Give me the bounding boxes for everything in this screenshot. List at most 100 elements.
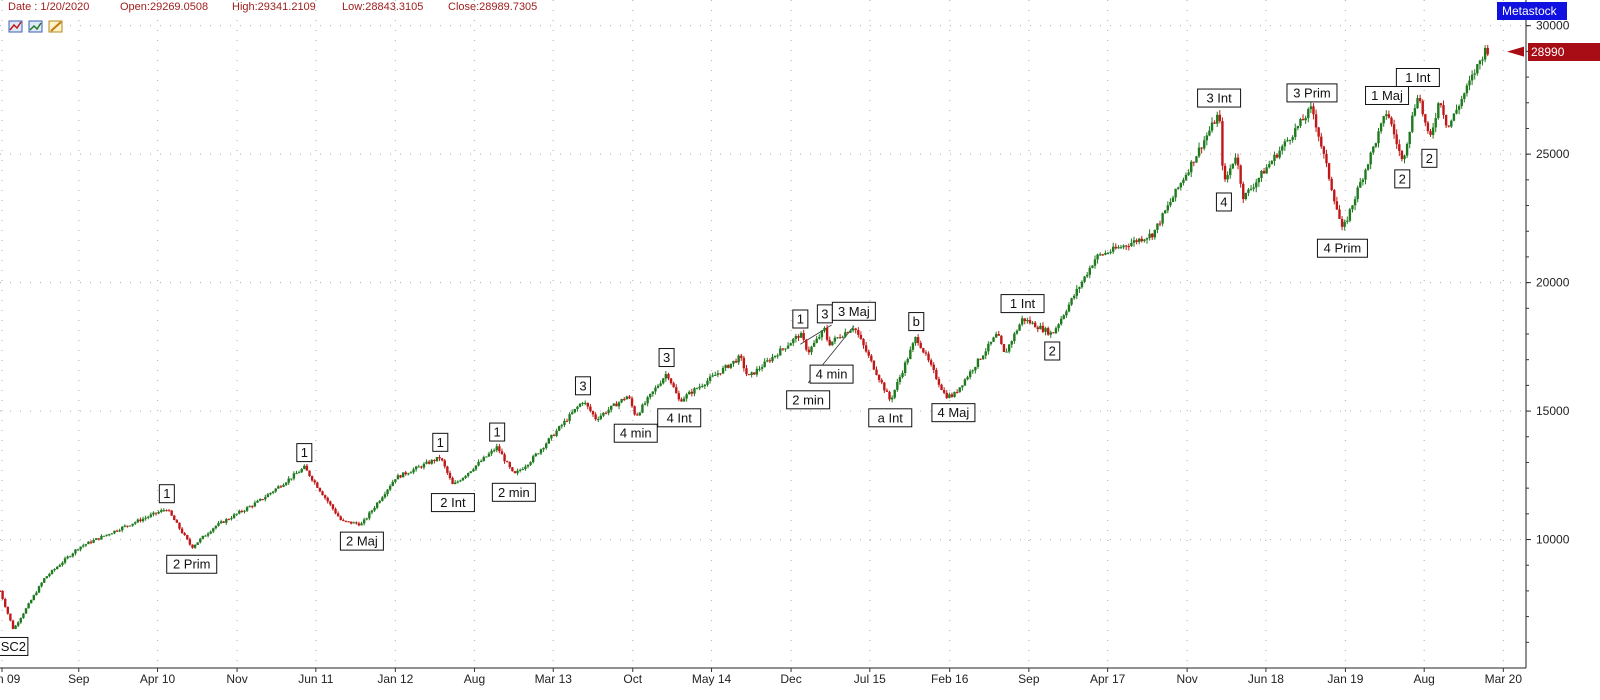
price-bar-body (1223, 165, 1227, 180)
x-axis: n 09 Sep Apr 10 Nov Jun 11 Jan 12 Aug Mar 13 Oct… (0, 668, 1522, 686)
price-bar-body (563, 420, 566, 425)
chart-edit-icon[interactable] (48, 18, 64, 34)
price-bar-body (1390, 117, 1393, 125)
wave-label: 2 (1421, 148, 1438, 168)
price-bar-body (1125, 245, 1128, 247)
price-bar-body (880, 379, 883, 383)
price-bar-body (152, 512, 155, 515)
price-bar-body (1054, 328, 1058, 334)
price-bar-body (482, 457, 485, 461)
price-bar-body (565, 420, 569, 422)
price-bar-body (1244, 192, 1248, 200)
wave-label-box (786, 390, 831, 410)
wave-label: a Int (868, 408, 913, 428)
price-bar-body (586, 402, 590, 407)
price-bar-body (940, 384, 943, 390)
price-bar-body (87, 541, 90, 545)
price-bar-body (472, 469, 475, 472)
wave-label-box (831, 301, 876, 321)
price-bar-body (581, 402, 584, 404)
price-bar-body (763, 361, 766, 368)
price-bar-body (425, 461, 428, 464)
price-bar-body (607, 409, 610, 414)
price-bar-body (555, 430, 558, 436)
price-bar-body (875, 369, 878, 375)
price-bar-body (794, 336, 798, 339)
price-bar-body (909, 349, 912, 360)
price-bar-body (1465, 85, 1469, 94)
wave-label: 2 Maj (339, 531, 384, 551)
wave-label-text: 4 (1220, 194, 1227, 209)
price-bar-body (529, 462, 532, 465)
price-bar-body (591, 411, 595, 415)
price-bar-body (1455, 109, 1458, 114)
x-tick-label: Apr 17 (1090, 672, 1126, 686)
price-bar-body (1463, 93, 1466, 99)
price-bar-body (1343, 221, 1346, 227)
x-tick-label: Jan 19 (1327, 672, 1363, 686)
price-bar-body (610, 405, 613, 410)
price-bar-body (680, 399, 683, 402)
price-bar-body (1385, 114, 1388, 117)
price-bar-body (688, 391, 691, 395)
wave-label-text: 1 (494, 425, 501, 440)
price-bar-body (383, 494, 387, 498)
price-bar-body (477, 461, 480, 466)
price-bar-body (37, 586, 41, 593)
price-bar-body (1351, 205, 1354, 210)
header-low: Low:28843.3105 (342, 1, 424, 13)
wave-label-text: SC2 (1, 639, 26, 654)
price-bar-body (984, 351, 987, 356)
price-bar-body (719, 373, 722, 375)
chart-toolbar (8, 18, 64, 34)
x-tick-label: Feb 16 (931, 672, 969, 686)
price-bar-body (271, 491, 275, 493)
price-bar-body (714, 374, 717, 376)
price-bar-body (1483, 47, 1487, 60)
price-bar-body (526, 464, 530, 467)
price-bar-body (217, 523, 220, 526)
price-bar-body (9, 613, 12, 621)
price-bar-body (102, 535, 106, 537)
price-bar-body (144, 517, 147, 519)
price-bar-body (1208, 130, 1211, 136)
chart-scroll-icon[interactable] (28, 18, 44, 34)
price-bar-body (1117, 247, 1120, 249)
price-bar-body (833, 337, 837, 342)
price-bar-body (230, 518, 233, 520)
price-bar-body (1015, 330, 1019, 334)
price-bar-body (1132, 240, 1136, 243)
price-bar-body (836, 337, 839, 339)
price-bar-body (420, 466, 423, 468)
price-bar-body (409, 472, 413, 474)
price-bar-body (1356, 187, 1359, 200)
wave-annotations: SC2 1 2 Prim 1 2 Maj 1 2 Int 1 2 min 3 4 min 3 4 Int… (0, 67, 1440, 656)
wave-label-text: 4 min (816, 367, 848, 382)
price-bar-body (732, 360, 735, 364)
price-bar-body (17, 622, 20, 626)
price-bar-body (979, 358, 982, 360)
price-bar-body (487, 453, 491, 457)
price-bar-body (1273, 154, 1276, 162)
price-bar-body (43, 578, 46, 583)
wave-label-box (931, 403, 976, 423)
price-bar-body (649, 393, 652, 398)
price-bar-body (659, 383, 662, 386)
price-bar-body (916, 337, 920, 344)
price-bar-body (336, 513, 340, 517)
price-bar-body (932, 364, 935, 370)
wave-label: 1 (432, 432, 449, 452)
price-bar-body (235, 513, 238, 515)
price-bar-body (284, 482, 288, 485)
wave-label-text: 3 Int (1206, 91, 1232, 106)
price-bar-body (264, 497, 267, 500)
price-bar-body (1249, 188, 1253, 190)
wave-label: 4 Int (657, 408, 702, 428)
price-bar-body (0, 590, 2, 592)
price-bar-body (1229, 168, 1232, 176)
price-bar-body (258, 499, 262, 501)
price-bars (0, 44, 1489, 630)
price-bar-body (708, 376, 712, 381)
chart-zoom-icon[interactable] (8, 18, 24, 34)
